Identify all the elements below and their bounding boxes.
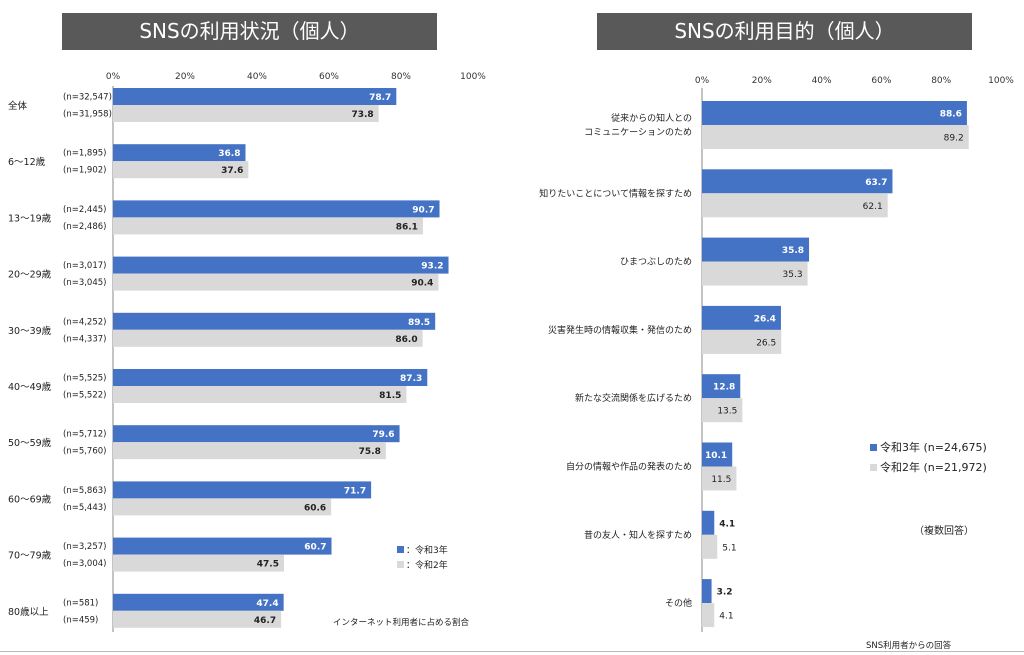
- data-label-r2: 37.6: [221, 166, 243, 176]
- sample-size-r2: (n=31,958): [63, 110, 112, 120]
- x-tick-label: 20%: [175, 72, 195, 82]
- data-label-r3: 60.7: [304, 543, 326, 553]
- category-label: 50～59歳: [8, 437, 52, 449]
- bottom-rule: [0, 651, 1024, 652]
- category-label: 70～79歳: [8, 550, 52, 562]
- legend-label-r2: ：令和2年: [406, 559, 448, 571]
- sample-size-r3: (n=581): [63, 598, 98, 608]
- data-label-r3: 47.4: [256, 599, 278, 609]
- sample-size-r3: (n=1,895): [63, 149, 106, 159]
- category-label: 6～12歳: [8, 156, 46, 168]
- x-tick-label: 0%: [106, 72, 121, 82]
- data-label-r3: 71.7: [344, 486, 366, 496]
- x-tick-label: 80%: [391, 72, 411, 82]
- bar-r2: [113, 386, 407, 403]
- data-label-r2: 47.5: [257, 560, 279, 570]
- bar-r2: [113, 273, 439, 291]
- footnote: インターネット利用者に占める割合: [333, 617, 470, 628]
- bar-r3: [113, 537, 332, 555]
- bar-r2: [113, 610, 282, 628]
- bar-r3: [113, 256, 449, 274]
- bar-r2: [113, 329, 423, 347]
- left-chart-title: SNSの利用状況（個人）: [62, 13, 437, 50]
- data-label-r3: 89.5: [408, 318, 430, 328]
- bar-r3: [113, 425, 400, 443]
- data-label-r3: 90.7: [412, 205, 434, 215]
- x-tick-label: 100%: [460, 72, 486, 82]
- sample-size-r2: (n=459): [63, 615, 98, 625]
- data-label-r3: 36.8: [218, 149, 240, 159]
- bar-r2: [113, 161, 249, 179]
- bar-r3: [113, 88, 397, 105]
- sample-size-r2: (n=3,004): [63, 559, 106, 569]
- category-label: 30～39歳: [8, 325, 52, 337]
- sample-size-r3: (n=3,017): [63, 261, 106, 271]
- sample-size-r2: (n=2,486): [63, 222, 106, 232]
- bar-r3: [113, 481, 372, 499]
- legend-label-r3: ：令和3年: [406, 544, 448, 556]
- category-label: 40～49歳: [8, 381, 52, 393]
- data-label-r2: 75.8: [359, 447, 381, 457]
- bar-r3: [113, 200, 440, 218]
- category-label: 13～19歳: [8, 212, 52, 224]
- sample-size-r3: (n=3,257): [63, 542, 106, 552]
- sample-size-r3: (n=5,525): [63, 374, 106, 384]
- data-label-r2: 86.1: [396, 222, 418, 232]
- sample-size-r3: (n=2,445): [63, 205, 106, 215]
- data-label-r3: 93.2: [421, 262, 443, 272]
- data-label-r2: 81.5: [379, 391, 401, 401]
- right-chart-title: SNSの利用目的（個人）: [597, 13, 972, 50]
- data-label-r3: 87.3: [400, 374, 422, 384]
- data-label-r2: 90.4: [411, 279, 433, 289]
- sample-size-r3: (n=5,712): [63, 430, 106, 440]
- data-label-r2: 46.7: [254, 616, 276, 626]
- bar-r2: [113, 442, 386, 460]
- sample-size-r2: (n=3,045): [63, 278, 106, 288]
- sample-size-r2: (n=5,760): [63, 447, 106, 457]
- data-label-r2: 60.6: [304, 503, 326, 513]
- legend-swatch-r2: [397, 561, 404, 568]
- bar-r2: [113, 105, 379, 122]
- category-label: 60～69歳: [8, 493, 52, 505]
- sample-size-r3: (n=5,863): [63, 486, 106, 496]
- sample-size-r2: (n=1,902): [63, 166, 106, 176]
- bar-r3: [113, 144, 246, 162]
- sample-size-r3: (n=4,252): [63, 317, 106, 327]
- bar-r2: [113, 554, 284, 572]
- bar-r3: [113, 593, 284, 611]
- bar-r2: [113, 217, 423, 235]
- sample-size-r3: (n=32,547): [63, 93, 112, 103]
- x-tick-label: 40%: [247, 72, 267, 82]
- legend-swatch-r3: [397, 546, 404, 553]
- category-label: 全体: [8, 100, 28, 112]
- bar-r3: [113, 312, 436, 330]
- bar-r2: [113, 498, 332, 516]
- sample-size-r2: (n=5,522): [63, 391, 106, 401]
- data-label-r2: 73.8: [351, 110, 373, 120]
- category-label: 80歳以上: [8, 606, 49, 618]
- data-label-r3: 79.6: [372, 430, 394, 440]
- data-label-r3: 78.7: [369, 93, 391, 103]
- bar-r3: [113, 369, 428, 386]
- x-tick-label: 60%: [319, 72, 339, 82]
- category-label: 20～29歳: [8, 269, 52, 281]
- data-label-r2: 86.0: [395, 335, 417, 345]
- sample-size-r2: (n=4,337): [63, 334, 106, 344]
- sample-size-r2: (n=5,443): [63, 503, 106, 513]
